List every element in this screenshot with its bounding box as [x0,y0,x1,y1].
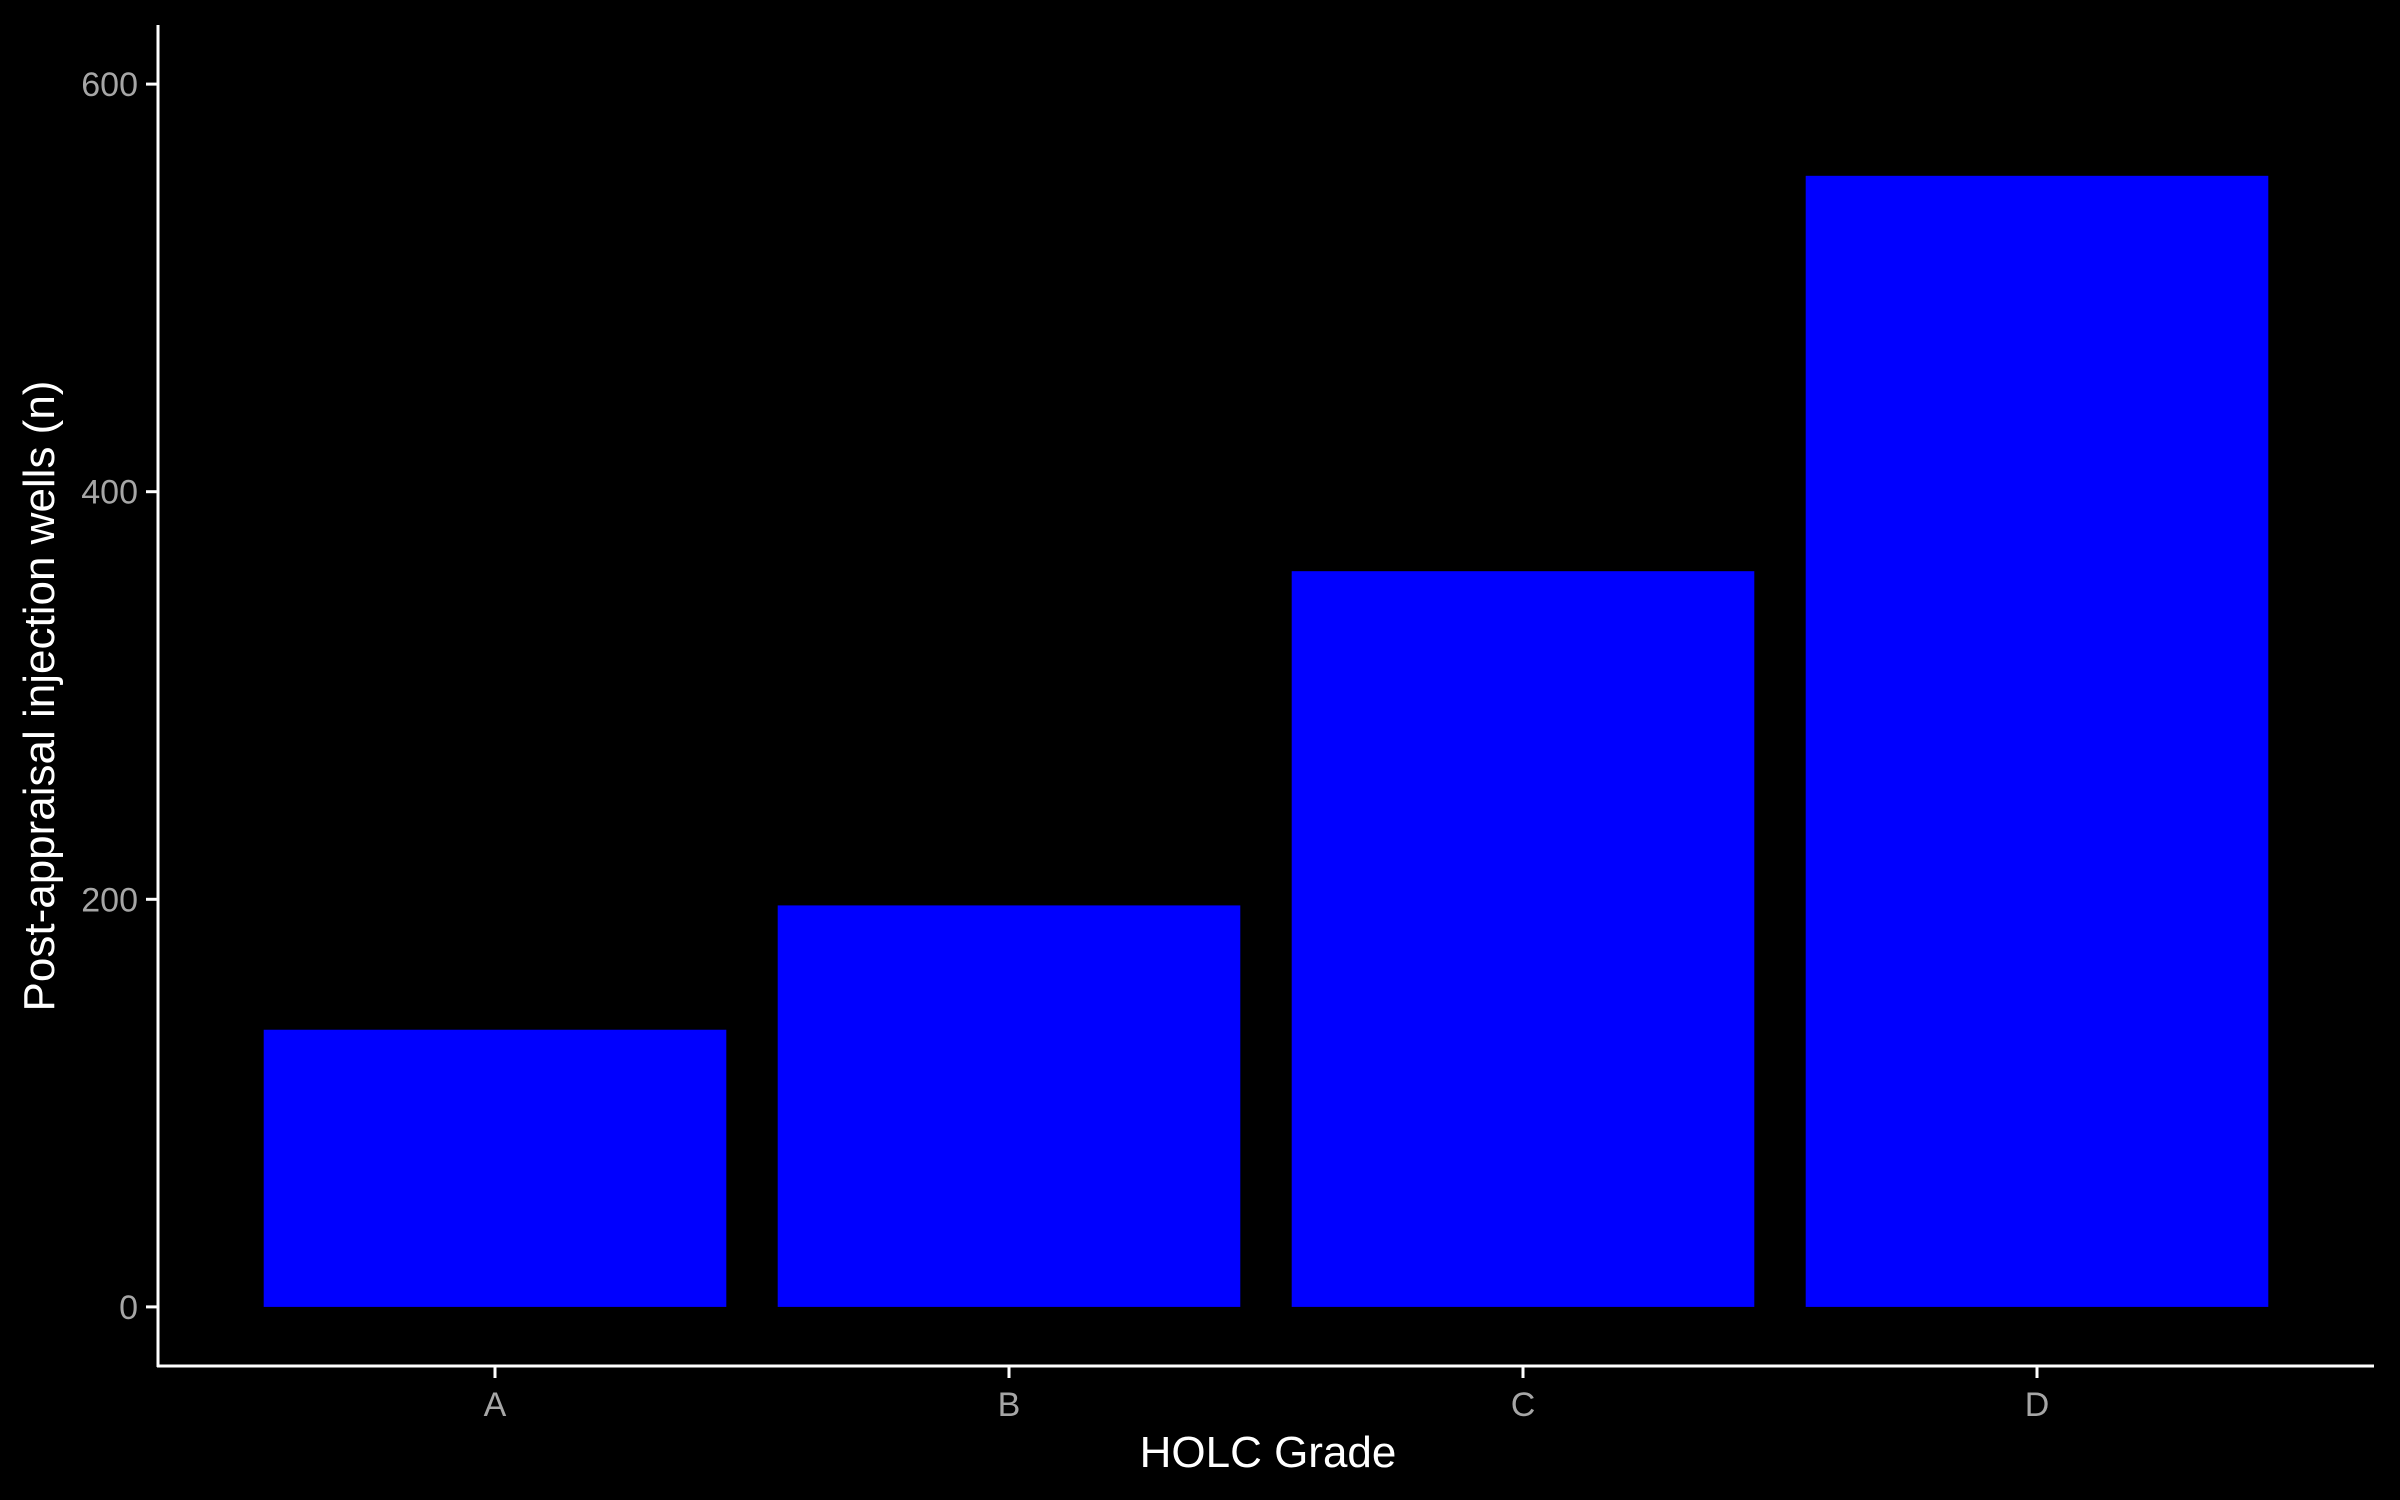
bar-A [263,1029,727,1307]
bar-C [1291,571,1755,1307]
x-tick-label-D: D [2025,1386,2050,1424]
y-axis-title: Post-appraisal injection wells (n) [15,381,64,1012]
y-tick-label: 400 [81,474,138,512]
bar-B [777,905,1241,1307]
x-tick-label-C: C [1511,1386,1536,1424]
y-axis-ticks: 0 200 400 600 [81,66,158,1327]
y-tick-label: 600 [81,66,138,104]
bars-group [263,175,2269,1307]
y-tick-label: 200 [81,881,138,919]
x-tick-label-A: A [484,1386,507,1424]
x-axis-ticks: A B C D [484,1366,2050,1424]
bar-D [1805,175,2269,1307]
y-tick-label: 0 [119,1289,138,1327]
x-axis-title: HOLC Grade [1140,1428,1397,1477]
x-tick-label-B: B [998,1386,1021,1424]
